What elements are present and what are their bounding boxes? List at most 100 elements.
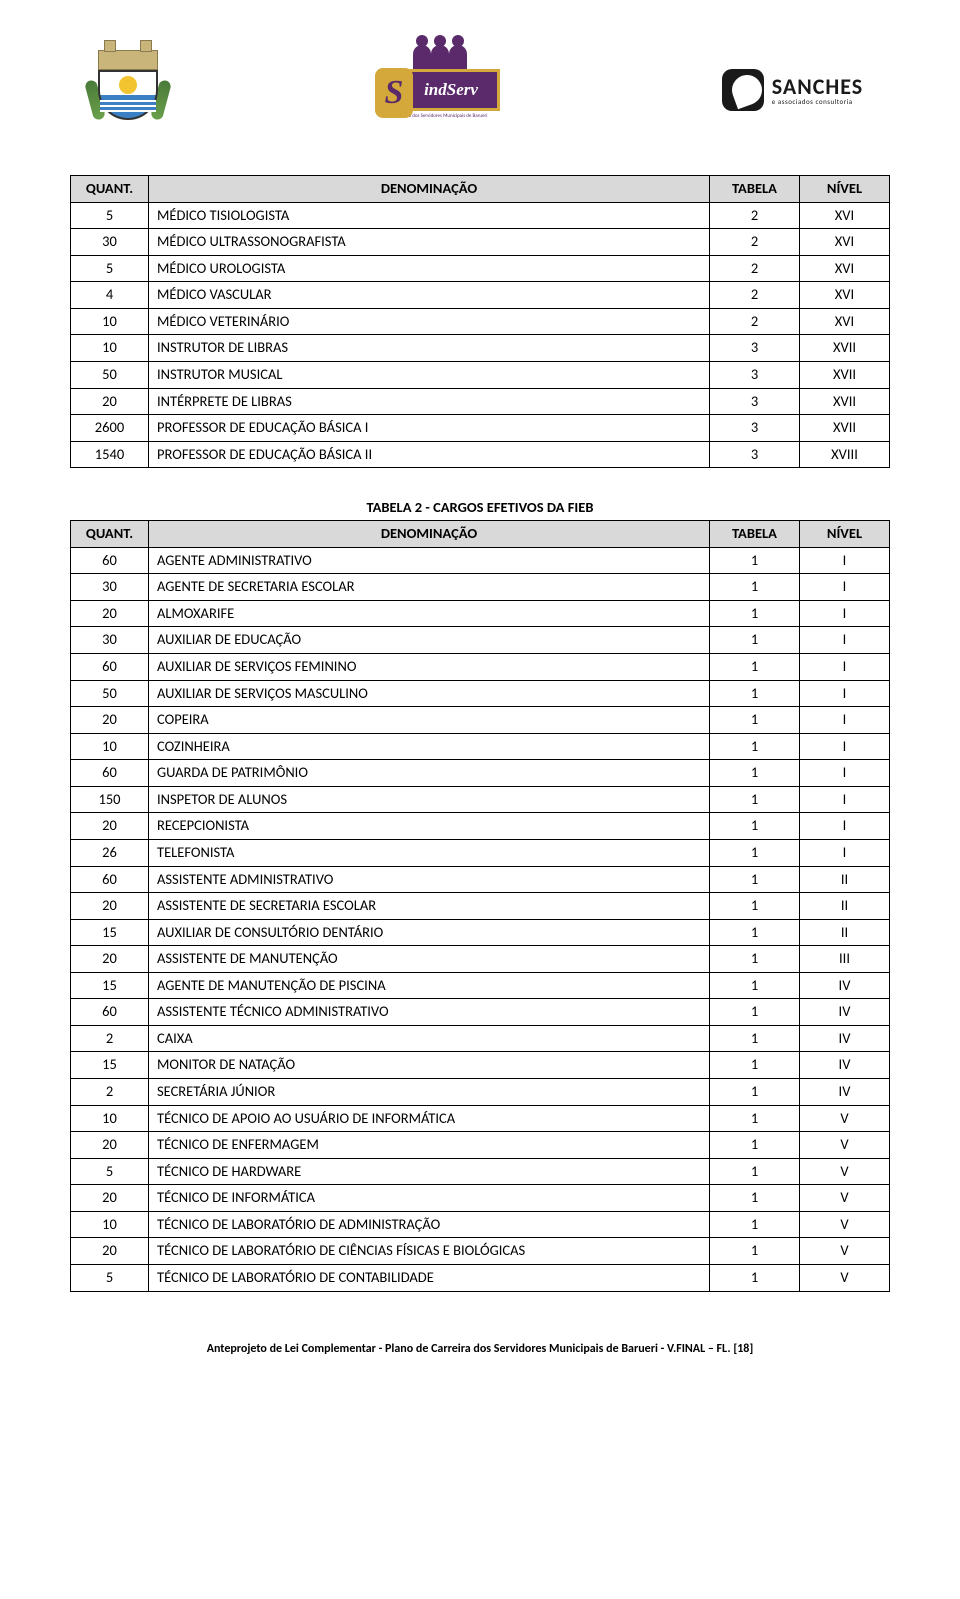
cell-nivel: V: [800, 1132, 890, 1159]
cell-denom: TÉCNICO DE ENFERMAGEM: [149, 1132, 710, 1159]
table-row: 5MÉDICO UROLOGISTA2XVI: [71, 255, 890, 282]
cell-tabela: 1: [710, 574, 800, 601]
table-row: 5TÉCNICO DE LABORATÓRIO DE CONTABILIDADE…: [71, 1264, 890, 1291]
cell-nivel: V: [800, 1238, 890, 1265]
cell-quant: 20: [71, 813, 149, 840]
cell-quant: 20: [71, 707, 149, 734]
sanches-subtitle: e associados consultoria: [772, 98, 863, 105]
col-quant: QUANT.: [71, 176, 149, 203]
header-logos: S indServ Sindicato dos Servidores Munic…: [70, 40, 890, 140]
table-row: 10INSTRUTOR DE LIBRAS3XVII: [71, 335, 890, 362]
cell-denom: CAIXA: [149, 1025, 710, 1052]
cell-quant: 5: [71, 1158, 149, 1185]
cell-tabela: 3: [710, 388, 800, 415]
table-row: 1540PROFESSOR DE EDUCAÇÃO BÁSICA II3XVII…: [71, 441, 890, 468]
cell-denom: MÉDICO VETERINÁRIO: [149, 308, 710, 335]
cell-denom: MONITOR DE NATAÇÃO: [149, 1052, 710, 1079]
cell-denom: PROFESSOR DE EDUCAÇÃO BÁSICA II: [149, 441, 710, 468]
cell-denom: MÉDICO TISIOLOGISTA: [149, 202, 710, 229]
cell-nivel: XVI: [800, 202, 890, 229]
cell-nivel: I: [800, 547, 890, 574]
cell-tabela: 1: [710, 919, 800, 946]
table-2: QUANT. DENOMINAÇÃO TABELA NÍVEL 60AGENTE…: [70, 520, 890, 1291]
cell-nivel: V: [800, 1105, 890, 1132]
table-row: 60AGENTE ADMINISTRATIVO1I: [71, 547, 890, 574]
cell-nivel: XVII: [800, 415, 890, 442]
cell-tabela: 1: [710, 547, 800, 574]
cell-nivel: I: [800, 627, 890, 654]
cell-tabela: 1: [710, 1079, 800, 1106]
cell-tabela: 1: [710, 946, 800, 973]
cell-nivel: II: [800, 893, 890, 920]
cell-nivel: V: [800, 1264, 890, 1291]
cell-tabela: 1: [710, 813, 800, 840]
cell-quant: 4: [71, 282, 149, 309]
cell-nivel: I: [800, 786, 890, 813]
cell-denom: COZINHEIRA: [149, 733, 710, 760]
col-denom: DENOMINAÇÃO: [149, 521, 710, 548]
cell-denom: ASSISTENTE TÉCNICO ADMINISTRATIVO: [149, 999, 710, 1026]
col-nivel: NÍVEL: [800, 176, 890, 203]
cell-denom: AUXILIAR DE SERVIÇOS MASCULINO: [149, 680, 710, 707]
cell-tabela: 1: [710, 786, 800, 813]
cell-quant: 20: [71, 388, 149, 415]
cell-tabela: 1: [710, 1025, 800, 1052]
cell-nivel: XVI: [800, 282, 890, 309]
table-row: 50INSTRUTOR MUSICAL3XVII: [71, 361, 890, 388]
table-row: 20ALMOXARIFE1I: [71, 600, 890, 627]
table-header-row: QUANT. DENOMINAÇÃO TABELA NÍVEL: [71, 176, 890, 203]
cell-tabela: 1: [710, 654, 800, 681]
cell-nivel: XVI: [800, 255, 890, 282]
table-row: 15AGENTE DE MANUTENÇÃO DE PISCINA1IV: [71, 972, 890, 999]
table-row: 20COPEIRA1I: [71, 707, 890, 734]
cell-tabela: 3: [710, 415, 800, 442]
cell-tabela: 1: [710, 627, 800, 654]
cell-denom: INSTRUTOR DE LIBRAS: [149, 335, 710, 362]
table-row: 20TÉCNICO DE LABORATÓRIO DE CIÊNCIAS FÍS…: [71, 1238, 890, 1265]
table-row: 150INSPETOR DE ALUNOS1I: [71, 786, 890, 813]
cell-nivel: IV: [800, 1079, 890, 1106]
cell-denom: MÉDICO VASCULAR: [149, 282, 710, 309]
cell-quant: 15: [71, 919, 149, 946]
cell-denom: AGENTE ADMINISTRATIVO: [149, 547, 710, 574]
table-row: 30AUXILIAR DE EDUCAÇÃO1I: [71, 627, 890, 654]
cell-nivel: I: [800, 654, 890, 681]
cell-quant: 2600: [71, 415, 149, 442]
cell-quant: 20: [71, 1132, 149, 1159]
cell-nivel: IV: [800, 1025, 890, 1052]
sindserv-s-letter: S: [375, 68, 413, 118]
cell-denom: INSPETOR DE ALUNOS: [149, 786, 710, 813]
cell-quant: 20: [71, 946, 149, 973]
cell-quant: 60: [71, 547, 149, 574]
cell-quant: 20: [71, 893, 149, 920]
col-tabela: TABELA: [710, 176, 800, 203]
municipal-crest-logo: [80, 40, 175, 140]
cell-denom: GUARDA DE PATRIMÔNIO: [149, 760, 710, 787]
cell-tabela: 1: [710, 733, 800, 760]
table-row: 60ASSISTENTE ADMINISTRATIVO1II: [71, 866, 890, 893]
cell-denom: AUXILIAR DE SERVIÇOS FEMININO: [149, 654, 710, 681]
table-row: 26TELEFONISTA1I: [71, 839, 890, 866]
cell-nivel: V: [800, 1158, 890, 1185]
table-row: 60GUARDA DE PATRIMÔNIO1I: [71, 760, 890, 787]
cell-denom: ASSISTENTE DE MANUTENÇÃO: [149, 946, 710, 973]
table-row: 20RECEPCIONISTA1I: [71, 813, 890, 840]
col-quant: QUANT.: [71, 521, 149, 548]
table-row: 5MÉDICO TISIOLOGISTA2XVI: [71, 202, 890, 229]
cell-tabela: 1: [710, 1105, 800, 1132]
table-row: 2SECRETÁRIA JÚNIOR1IV: [71, 1079, 890, 1106]
table-1: QUANT. DENOMINAÇÃO TABELA NÍVEL 5MÉDICO …: [70, 175, 890, 468]
table-row: 50AUXILIAR DE SERVIÇOS MASCULINO1I: [71, 680, 890, 707]
cell-tabela: 1: [710, 1238, 800, 1265]
cell-nivel: V: [800, 1211, 890, 1238]
cell-tabela: 2: [710, 255, 800, 282]
cell-nivel: I: [800, 760, 890, 787]
cell-quant: 10: [71, 733, 149, 760]
cell-quant: 2: [71, 1025, 149, 1052]
cell-quant: 5: [71, 1264, 149, 1291]
cell-tabela: 2: [710, 229, 800, 256]
cell-tabela: 1: [710, 1158, 800, 1185]
cell-nivel: XVI: [800, 308, 890, 335]
table-row: 15AUXILIAR DE CONSULTÓRIO DENTÁRIO1II: [71, 919, 890, 946]
cell-denom: ALMOXARIFE: [149, 600, 710, 627]
